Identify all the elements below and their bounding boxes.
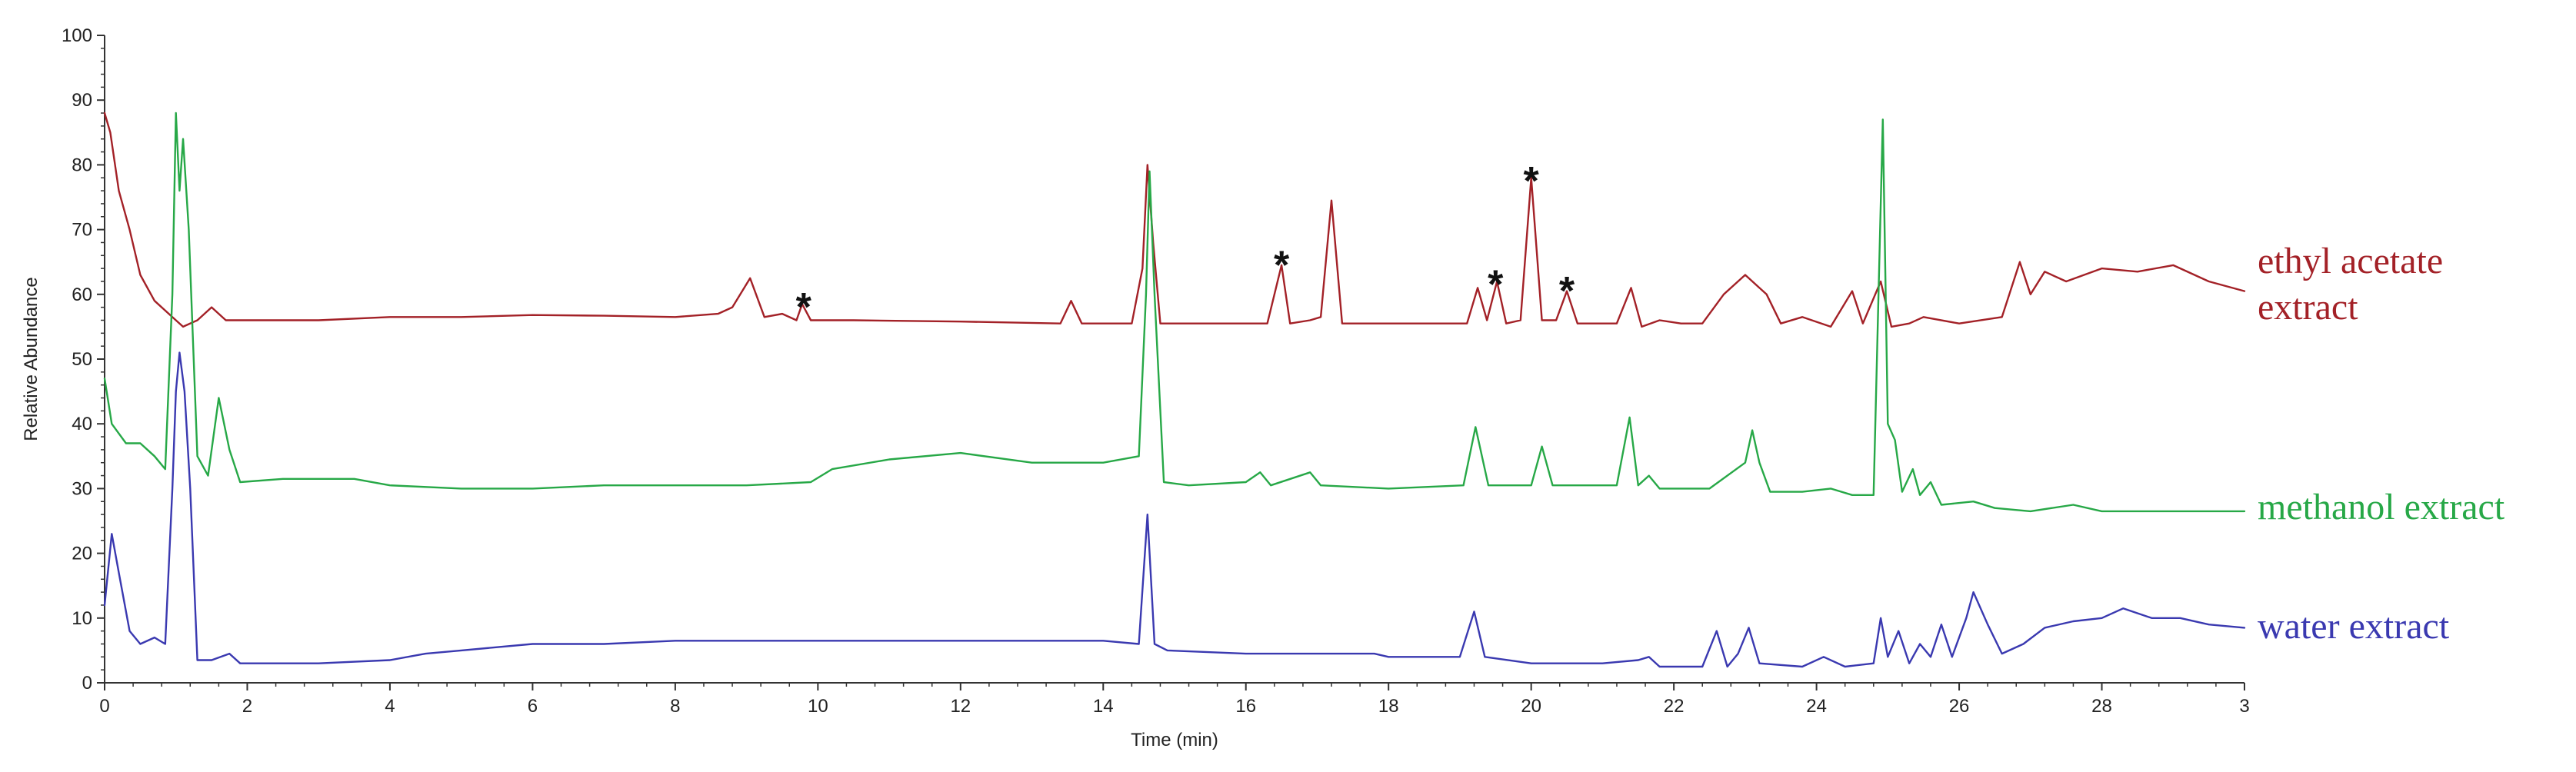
label-water-extract: water extract (2258, 606, 2450, 647)
x-tick-label: 16 (1235, 696, 1256, 717)
peak-asterisk: * (1274, 243, 1290, 288)
trace-water-extract (103, 351, 2246, 668)
x-tick-label: 0 (99, 696, 109, 717)
y-tick-label: 20 (72, 544, 92, 564)
peak-asterisk: * (796, 285, 812, 330)
y-tick-label: 10 (72, 608, 92, 629)
y-tick-label: 70 (72, 220, 92, 241)
label-ethyl-acetate-extract-line2: extract (2258, 287, 2358, 328)
x-tick-label: 3 (2239, 696, 2249, 717)
trace-methanol-extract (103, 111, 2246, 513)
x-axis-title: Time (min) (1131, 730, 1218, 750)
x-tick-label: 28 (2091, 696, 2112, 717)
y-tick-label: 100 (62, 25, 92, 46)
label-ethyl-acetate-extract: ethyl acetate (2258, 241, 2443, 281)
y-tick-label: 90 (72, 90, 92, 111)
x-tick-label: 24 (1806, 696, 1827, 717)
x-tick-label: 6 (528, 696, 538, 717)
y-tick-label: 50 (72, 349, 92, 370)
y-tick-label: 30 (72, 478, 92, 499)
peak-asterisk: * (1524, 159, 1540, 204)
x-tick-label: 8 (670, 696, 680, 717)
trace-ethyl-acetate-extract (103, 111, 2246, 328)
x-tick-label: 22 (1664, 696, 1685, 717)
x-tick-label: 12 (950, 696, 971, 717)
x-tick-label: 20 (1521, 696, 1541, 717)
y-tick-label: 40 (72, 414, 92, 434)
traces (103, 111, 2246, 668)
y-tick-label: 0 (82, 673, 92, 694)
x-tick-label: 26 (1949, 696, 1970, 717)
peak-asterisk: * (1559, 269, 1575, 314)
x-tick-label: 10 (808, 696, 828, 717)
y-tick-label: 80 (72, 155, 92, 175)
y-axis-title: Relative Abundance (21, 277, 42, 441)
x-tick-label: 18 (1378, 696, 1399, 717)
x-tick-label: 4 (385, 696, 395, 717)
x-tick-label: 2 (242, 696, 252, 717)
y-tick-label: 60 (72, 285, 92, 305)
x-tick-label: 14 (1093, 696, 1114, 717)
series-labels: ethyl acetate extract methanol extract wate… (2258, 241, 2505, 647)
x-axis-ticks: 0 2 4 6 8 10 12 14 16 18 20 22 24 26 28 3 (99, 683, 2250, 717)
y-axis-ticks: 0 10 20 30 40 50 60 70 80 90 100 (62, 25, 105, 694)
peak-annotations: * * * * * (796, 159, 1575, 330)
label-methanol-extract: methanol extract (2258, 487, 2505, 527)
peak-asterisk: * (1488, 263, 1504, 308)
